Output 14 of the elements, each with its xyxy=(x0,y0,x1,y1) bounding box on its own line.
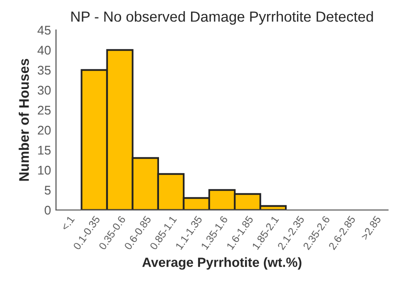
y-tick-label: 40 xyxy=(38,46,51,55)
y-tick-label: 10 xyxy=(38,166,51,175)
y-tick-label: 20 xyxy=(38,126,51,135)
y-tick-label: 25 xyxy=(38,106,51,115)
y-axis-title: Number of Houses xyxy=(18,58,29,181)
y-tick-label: 45 xyxy=(38,26,51,35)
y-tick-label: 30 xyxy=(38,86,51,95)
y-tick-label: 35 xyxy=(38,66,51,75)
y-tick-label: 5 xyxy=(44,186,51,195)
y-tick-label: 15 xyxy=(38,146,51,155)
chart-title: NP - No observed Damage Pyrrhotite Detected xyxy=(71,11,373,25)
x-axis-title: Average Pyrrhotite (wt.%) xyxy=(142,257,302,270)
x-tick-label: <.1 xyxy=(60,215,75,231)
y-tick-label: 0 xyxy=(44,206,51,215)
